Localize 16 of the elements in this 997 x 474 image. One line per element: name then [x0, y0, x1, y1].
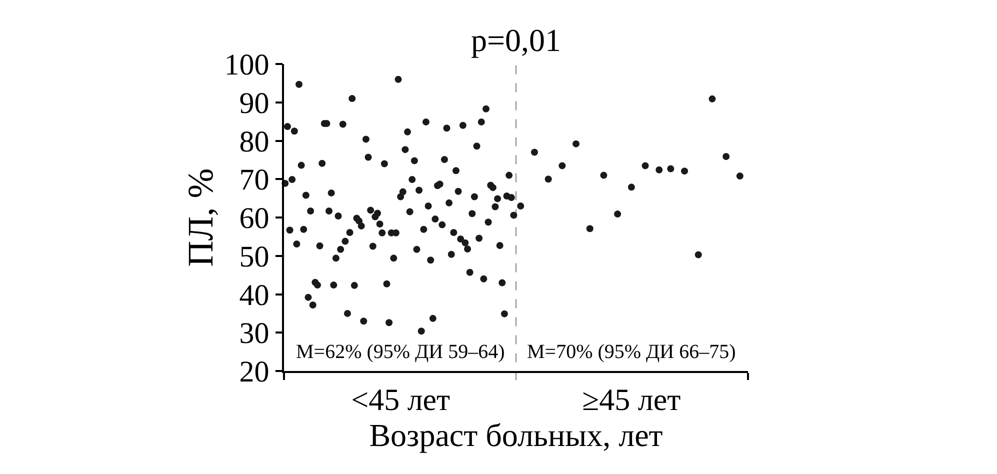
y-axis-title: ПЛ, % [180, 168, 221, 267]
annotation: M=70% (95% ДИ 66–75) [527, 341, 736, 363]
y-tick-label: 50 [239, 240, 270, 274]
y-tick-label: 90 [239, 86, 270, 120]
annotation: M=62% (95% ДИ 59–64) [296, 341, 505, 363]
y-tick-label: 60 [239, 202, 270, 235]
x-tick-label: ≥45 лет [582, 382, 682, 417]
y-tick-label: 80 [239, 125, 270, 158]
y-tick-label: 20 [239, 356, 270, 388]
chart-title: p=0,01 [470, 22, 562, 58]
x-axis-title: Возраст больных, лет [369, 416, 663, 453]
y-tick-label: 100 [224, 48, 270, 82]
y-tick-label: 40 [239, 278, 270, 312]
y-tick-label: 70 [239, 164, 270, 197]
y-tick-label: 30 [239, 317, 270, 350]
x-tick-label: <45 лет [351, 382, 451, 417]
